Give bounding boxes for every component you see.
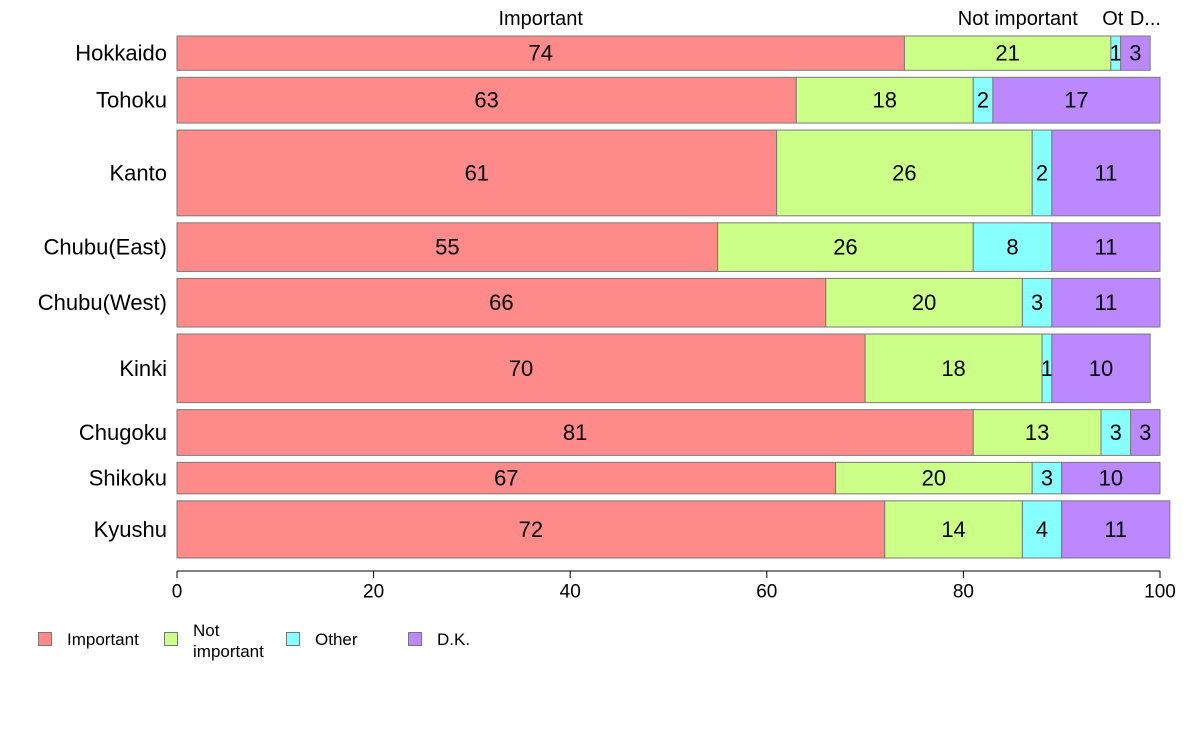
top-label-not-important: Not important xyxy=(958,8,1078,30)
bar-chugoku-important xyxy=(176,409,974,456)
bar-hokkaido-important xyxy=(176,35,905,71)
category-label-kanto: Kanto xyxy=(110,160,168,185)
bar-kinki-not-important xyxy=(864,333,1043,404)
bar-chubu-east-important xyxy=(176,222,719,272)
data-label-kyushu-d-k: 11 xyxy=(1104,517,1127,542)
bar-shikoku-d-k xyxy=(1061,461,1161,495)
data-label-chubu-west-d-k: 11 xyxy=(1095,290,1118,315)
data-label-kinki-other: 1 xyxy=(1041,356,1053,381)
data-label-tohoku-d-k: 17 xyxy=(1064,88,1088,113)
data-label-kinki-not-important: 18 xyxy=(941,356,965,381)
data-label-shikoku-not-important: 20 xyxy=(922,466,946,491)
bar-chugoku-d-k xyxy=(1130,409,1161,456)
category-label-kyushu: Kyushu xyxy=(94,517,167,542)
bar-chubu-west-not-important xyxy=(825,277,1023,328)
data-label-chubu-east-other: 8 xyxy=(1006,235,1018,260)
data-label-kanto-other: 2 xyxy=(1036,160,1048,185)
bar-hokkaido-not-important xyxy=(903,35,1112,71)
x-tick-label-60: 60 xyxy=(756,582,777,603)
x-tick-label-80: 80 xyxy=(953,582,974,603)
data-label-chugoku-other: 3 xyxy=(1110,420,1122,445)
bar-kanto-not-important xyxy=(776,129,1033,217)
x-tick-label-20: 20 xyxy=(363,582,384,603)
data-label-chubu-east-d-k: 11 xyxy=(1095,235,1118,260)
data-label-kinki-important: 70 xyxy=(509,356,533,381)
data-label-shikoku-d-k: 10 xyxy=(1099,466,1123,491)
data-label-chubu-east-not-important: 26 xyxy=(833,235,857,260)
x-tick-label-100: 100 xyxy=(1144,582,1176,603)
legend-item-other: Other xyxy=(286,620,408,650)
bar-chubu-east-not-important xyxy=(717,222,974,272)
bar-tohoku-d-k xyxy=(992,76,1161,124)
legend-label-not-important: Not important xyxy=(193,621,264,661)
top-label-d-k: D... xyxy=(1130,8,1161,30)
data-label-shikoku-important: 67 xyxy=(494,466,518,491)
bar-chugoku-not-important xyxy=(972,409,1102,456)
data-label-kyushu-important: 72 xyxy=(519,517,543,542)
legend-item-dk: D.K. xyxy=(408,620,470,650)
data-label-kyushu-not-important: 14 xyxy=(941,517,965,542)
category-label-kinki: Kinki xyxy=(119,356,167,381)
legend-item-not-important: Not important xyxy=(164,620,286,662)
data-label-tohoku-important: 63 xyxy=(474,88,498,113)
data-label-shikoku-other: 3 xyxy=(1041,466,1053,491)
category-label-chubu-east: Chubu(East) xyxy=(43,235,167,260)
legend-swatch-important xyxy=(38,632,52,646)
data-label-hokkaido-not-important: 21 xyxy=(995,41,1019,66)
data-label-tohoku-other: 2 xyxy=(977,88,989,113)
data-label-chugoku-d-k: 3 xyxy=(1139,420,1151,445)
bar-kanto-d-k xyxy=(1051,129,1161,217)
x-tick-label-40: 40 xyxy=(560,582,581,603)
data-label-kanto-important: 61 xyxy=(465,160,489,185)
data-label-kanto-not-important: 26 xyxy=(892,160,916,185)
legend-swatch-other xyxy=(286,632,300,646)
data-label-chugoku-important: 81 xyxy=(563,420,587,445)
legend-label-other: Other xyxy=(315,630,358,649)
bar-chubu-west-d-k xyxy=(1051,277,1161,328)
bar-hokkaido-d-k xyxy=(1120,35,1151,71)
bar-chubu-west-important xyxy=(176,277,827,328)
data-label-kyushu-other: 4 xyxy=(1036,517,1048,542)
data-label-kinki-d-k: 10 xyxy=(1089,356,1113,381)
bar-chubu-west-other xyxy=(1021,277,1053,328)
bar-kinki-d-k xyxy=(1051,333,1151,404)
data-label-chubu-east-important: 55 xyxy=(435,235,459,260)
data-label-chubu-west-not-important: 20 xyxy=(912,290,936,315)
bar-chubu-east-d-k xyxy=(1051,222,1161,272)
category-label-chubu-west: Chubu(West) xyxy=(38,290,167,315)
legend-label-dk: D.K. xyxy=(437,630,471,649)
bar-kyushu-d-k xyxy=(1061,500,1171,559)
data-label-chubu-west-other: 3 xyxy=(1031,290,1043,315)
legend: Important Not important Other D.K. xyxy=(38,620,470,662)
data-label-hokkaido-other: 1 xyxy=(1110,41,1122,66)
x-tick-label-0: 0 xyxy=(172,582,183,603)
legend-swatch-dk xyxy=(408,632,422,646)
data-label-chubu-west-important: 66 xyxy=(489,290,513,315)
data-label-hokkaido-d-k: 3 xyxy=(1129,41,1141,66)
bar-shikoku-important xyxy=(176,461,837,495)
data-label-hokkaido-important: 74 xyxy=(528,41,552,66)
data-label-tohoku-not-important: 18 xyxy=(873,88,897,113)
category-label-tohoku: Tohoku xyxy=(96,88,167,113)
legend-swatch-not-important xyxy=(164,632,178,646)
category-label-chugoku: Chugoku xyxy=(79,420,167,445)
legend-label-important: Important xyxy=(67,630,139,649)
legend-item-important: Important xyxy=(38,620,164,650)
category-label-shikoku: Shikoku xyxy=(89,466,167,491)
data-label-kanto-d-k: 11 xyxy=(1095,160,1118,185)
bar-kyushu-important xyxy=(176,500,886,559)
top-label-other: Ot xyxy=(1102,8,1124,30)
top-label-important: Important xyxy=(498,8,583,30)
category-label-hokkaido: Hokkaido xyxy=(75,41,167,66)
bar-kyushu-not-important xyxy=(884,500,1023,559)
bar-kyushu-other xyxy=(1021,500,1063,559)
data-label-chugoku-not-important: 13 xyxy=(1025,420,1049,445)
